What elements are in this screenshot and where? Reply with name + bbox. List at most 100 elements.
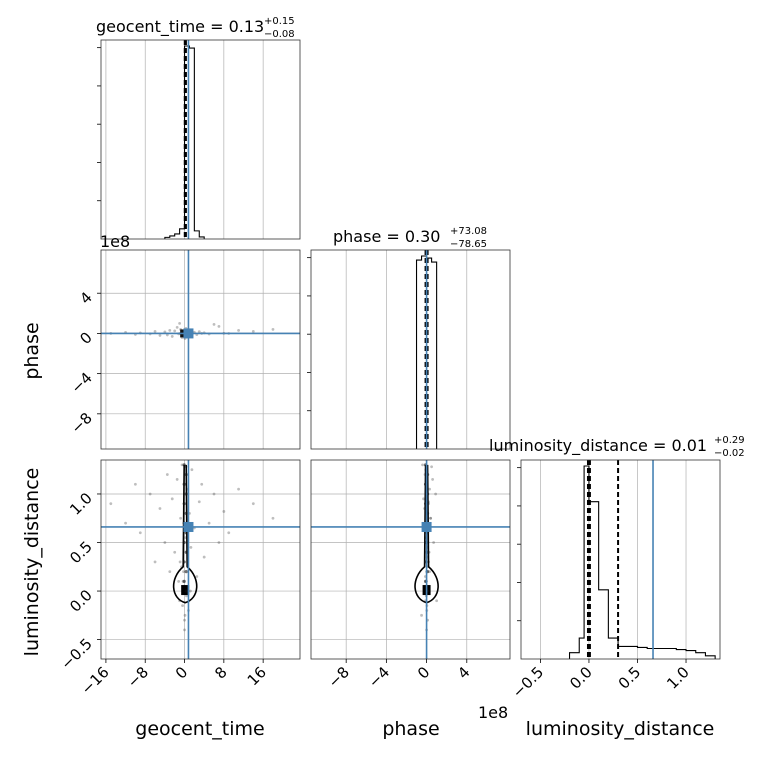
- offset-text-phase-y: 1e8: [100, 232, 130, 251]
- scatter-point-geocent_time-luminosity_distance-25: [195, 575, 199, 578]
- title-luminosity-distance-sup: +0.29: [714, 435, 745, 446]
- scatter-point-geocent_time-phase-26: [197, 330, 201, 334]
- scatter-point-geocent_time-luminosity_distance-31: [217, 541, 221, 544]
- scatter-point-phase-luminosity_distance-41: [420, 613, 423, 617]
- scatter-point-geocent_time-luminosity_distance-34: [237, 487, 240, 491]
- scatter-point-geocent_time-luminosity_distance-39: [182, 570, 185, 574]
- scatter-point-geocent_time-phase-5: [153, 330, 157, 333]
- scatter-point-geocent_time-phase-6: [158, 334, 162, 337]
- panel-frame-phase: [310, 249, 511, 450]
- hist-step-luminosity_distance: [568, 465, 716, 659]
- panel-frame-geocent_time: [100, 39, 301, 240]
- scatter-point-geocent_time-luminosity_distance-22: [189, 545, 193, 549]
- ylabel-phase: phase: [21, 322, 43, 379]
- scatter-point-geocent_time-luminosity_distance-17: [183, 618, 186, 622]
- scatter-point-geocent_time-luminosity_distance-38: [185, 594, 188, 598]
- scatter-point-geocent_time-phase-34: [237, 329, 240, 332]
- scatter-point-geocent_time-luminosity_distance-12: [175, 478, 179, 481]
- scatter-point-phase-luminosity_distance-30: [434, 492, 438, 496]
- xtick-label-luminosity_distance-0: −0.5: [509, 663, 547, 701]
- offset-text-phase-x: 1e8: [478, 703, 508, 722]
- scatter-point-geocent_time-luminosity_distance-4: [148, 492, 152, 496]
- scatter-point-phase-luminosity_distance-14: [429, 516, 433, 520]
- scatter-point-geocent_time-luminosity_distance-33: [227, 531, 231, 535]
- panel-frame-geocent_time-luminosity_distance: [100, 459, 301, 660]
- ylabel-luminosity-distance: luminosity_distance: [21, 468, 43, 657]
- scatter-point-geocent_time-luminosity_distance-1: [124, 521, 127, 525]
- xtick-label-phase-0: −8: [325, 663, 353, 691]
- xtick-label-phase-3: 4: [454, 663, 473, 682]
- dense-point-geocent_time-luminosity_distance-3: [184, 492, 188, 496]
- scatter-point-geocent_time-luminosity_distance-49: [183, 628, 186, 632]
- dense-point-geocent_time-luminosity_distance-13: [184, 589, 188, 593]
- dense-point-geocent_time-luminosity_distance-5: [184, 511, 188, 515]
- scatter-point-phase-luminosity_distance-13: [435, 599, 439, 603]
- xtick-label-phase-1: −4: [365, 663, 393, 691]
- scatter-point-geocent_time-luminosity_distance-26: [197, 500, 201, 504]
- title-geocent-time-sup: +0.15: [264, 16, 295, 27]
- scatter-point-phase-luminosity_distance-31: [432, 541, 436, 544]
- dense-point-geocent_time-luminosity_distance-11: [184, 570, 188, 574]
- scatter-point-geocent_time-luminosity_distance-35: [251, 502, 255, 506]
- truth-marker-geocent_time-luminosity_distance: [183, 521, 194, 532]
- ytick-label-phase-0: −8: [67, 409, 95, 437]
- scatter-point-geocent_time-luminosity_distance-23: [190, 468, 194, 472]
- xlabel-phase: phase: [382, 718, 439, 740]
- xtick-label-geocent_time-1: −8: [124, 663, 152, 691]
- ytick-label-luminosity_distance-3: 1.0: [66, 489, 96, 519]
- scatter-point-geocent_time-luminosity_distance-8: [165, 473, 169, 476]
- scatter-point-phase-luminosity_distance-15: [421, 463, 424, 467]
- scatter-point-geocent_time-luminosity_distance-47: [189, 589, 192, 593]
- scatter-point-geocent_time-luminosity_distance-5: [153, 560, 157, 564]
- scatter-point-geocent_time-phase-35: [251, 330, 255, 333]
- panels-layer: −8 −4 0 4 −0.5 0.0 0.5 1.0 −16 −8 0 8 16 −8 −4 0 4 −0.5 0.…: [57, 39, 721, 702]
- scatter-point-geocent_time-luminosity_distance-41: [183, 613, 187, 617]
- density-contour-geocent_time-luminosity_distance: [172, 464, 198, 604]
- scatter-point-geocent_time-phase-30: [212, 322, 216, 326]
- title-luminosity-distance: luminosity_distance = 0.01: [489, 436, 707, 456]
- scatter-point-phase-luminosity_distance-36: [429, 516, 433, 520]
- scatter-point-geocent_time-luminosity_distance-7: [163, 541, 167, 544]
- ytick-label-phase-1: −4: [67, 369, 95, 397]
- xtick-label-phase-2: 0: [414, 663, 433, 682]
- truth-marker-phase-luminosity_distance: [421, 521, 432, 532]
- scatter-point-geocent_time-phase-8: [165, 333, 169, 337]
- xtick-label-luminosity_distance-2: 0.5: [615, 663, 645, 693]
- scatter-point-geocent_time-luminosity_distance-6: [158, 507, 162, 510]
- scatter-point-geocent_time-luminosity_distance-48: [177, 579, 181, 583]
- scatter-point-geocent_time-luminosity_distance-28: [202, 555, 206, 559]
- title-phase: phase = 0.30: [333, 227, 440, 246]
- panel-frame-geocent_time-phase: [100, 249, 301, 450]
- scatter-point-geocent_time-phase-10: [170, 335, 174, 338]
- scatter-point-geocent_time-phase-12: [175, 325, 179, 329]
- scatter-point-geocent_time-luminosity_distance-0: [109, 502, 113, 506]
- ytick-label-phase-2: 0: [76, 329, 95, 348]
- panel-frame-phase-luminosity_distance: [310, 459, 511, 660]
- scatter-point-geocent_time-luminosity_distance-3: [138, 531, 142, 535]
- scatter-point-geocent_time-phase-9: [168, 329, 172, 332]
- ytick-label-luminosity_distance-2: 0.5: [66, 538, 96, 568]
- scatter-point-geocent_time-luminosity_distance-46: [178, 560, 182, 564]
- dense-point-geocent_time-luminosity_distance-12: [182, 579, 186, 583]
- scatter-point-geocent_time-luminosity_distance-11: [173, 550, 177, 554]
- scatter-point-phase-luminosity_distance-40: [430, 465, 434, 469]
- xtick-label-geocent_time-0: −16: [78, 663, 113, 698]
- scatter-point-phase-luminosity_distance-12: [431, 478, 435, 481]
- scatter-point-geocent_time-luminosity_distance-27: [200, 482, 204, 486]
- title-phase-sub: −78.65: [450, 239, 487, 250]
- title-phase-sup: +73.08: [450, 226, 487, 237]
- panel-frame-luminosity_distance: [520, 459, 721, 660]
- xlabel-luminosity-distance: luminosity_distance: [526, 718, 715, 740]
- title-geocent-time-sub: −0.08: [264, 29, 295, 40]
- scatter-point-geocent_time-luminosity_distance-32: [222, 510, 226, 513]
- scatter-point-geocent_time-phase-36: [271, 327, 275, 331]
- scatter-point-phase-luminosity_distance-34: [428, 487, 431, 491]
- scatter-point-geocent_time-luminosity_distance-9: [168, 570, 172, 574]
- title-luminosity-distance-sub: −0.02: [714, 448, 745, 459]
- dense-point-geocent_time-luminosity_distance-4: [182, 502, 186, 506]
- scatter-point-geocent_time-phase-7: [163, 330, 167, 334]
- scatter-point-geocent_time-luminosity_distance-29: [207, 521, 211, 525]
- title-geocent-time: geocent_time = 0.13: [96, 17, 264, 37]
- scatter-point-geocent_time-luminosity_distance-10: [170, 497, 174, 501]
